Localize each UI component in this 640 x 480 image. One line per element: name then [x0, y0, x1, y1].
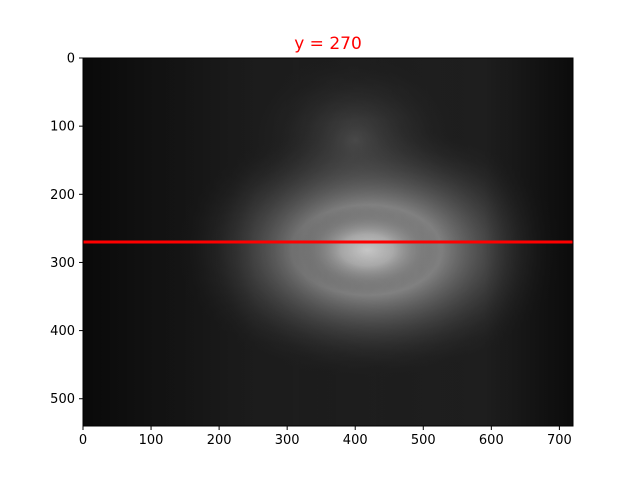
x-tick-label: 700	[547, 433, 572, 448]
y-tick-label: 100	[50, 120, 75, 135]
y-tick-label: 200	[50, 188, 75, 203]
y-tick-label: 500	[50, 392, 75, 407]
y-tick-label: 300	[50, 256, 75, 271]
x-tick-label: 0	[79, 433, 87, 448]
y-tick-label: 400	[50, 324, 75, 339]
x-tick-label: 300	[275, 433, 300, 448]
plot-frame	[82, 57, 574, 427]
x-tick-label: 500	[411, 433, 436, 448]
y-axis-ticks: 0 100 200 300 400 500	[50, 52, 83, 407]
plot-area	[83, 58, 573, 426]
x-tick-label: 100	[139, 433, 164, 448]
x-tick-label: 600	[479, 433, 504, 448]
x-tick-label: 400	[343, 433, 368, 448]
x-axis-ticks: 0 100 200 300 400 500 600 700	[79, 426, 572, 448]
x-tick-label: 200	[207, 433, 232, 448]
y-tick-label: 0	[67, 52, 75, 67]
chart-title: y = 270	[294, 34, 362, 54]
